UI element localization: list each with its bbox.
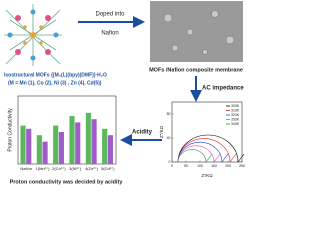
x-tick-label: 2(Co²⁺) <box>52 166 66 171</box>
legend-label: 303K <box>231 104 240 108</box>
bar <box>53 125 59 164</box>
bar <box>58 132 64 164</box>
x-tick-label: 5(Cd²⁺) <box>101 166 115 171</box>
bar <box>36 135 42 164</box>
legend-label: 343K <box>231 122 240 126</box>
bar <box>42 141 48 164</box>
y-axis-label: Proton Conductivity <box>7 108 13 152</box>
x-tick-label: 3(Ni²⁺) <box>69 166 82 171</box>
bar <box>102 128 108 164</box>
bar <box>91 119 97 164</box>
page: {"arrow_dope":{"label":"Doped into","mat… <box>4 1 245 186</box>
x-tick-label: 200 <box>225 164 231 168</box>
nyquist-curve <box>177 138 237 163</box>
bar <box>85 112 91 164</box>
impedance-frame <box>171 101 243 163</box>
bar <box>20 125 26 164</box>
x-tick-label: Nafion <box>20 166 32 171</box>
nyquist-curve <box>177 134 245 163</box>
legend-label: 323K <box>231 113 240 117</box>
y-tick-label: 80 <box>167 112 171 116</box>
y-axis-label: Z''/KΩ <box>159 125 164 138</box>
graphical-abstract: Doped into Nafion MOFs /Nafion composite… <box>4 1 245 185</box>
arrow-label: Acidity <box>132 130 153 136</box>
x-tick-label: 250 <box>239 164 245 168</box>
material-label: Nafion <box>101 31 118 37</box>
caption: Proton conductivity was decided by acidi… <box>10 179 124 185</box>
x-tick-label: 100 <box>197 164 203 168</box>
x-tick-label: 4(Zn²⁺) <box>85 166 99 171</box>
x-tick-label: 1(Mn²⁺) <box>36 166 51 171</box>
bar-chart-frame <box>17 95 117 165</box>
mof-caption: Isostructural MOFs {[M₃(L)(bpy)(DMF)]·H₂… <box>4 72 107 78</box>
x-tick-label: 50 <box>184 164 188 168</box>
sem-image <box>150 1 243 62</box>
bar <box>107 135 113 164</box>
y-tick-label: 0 <box>169 160 171 164</box>
arrow-label: AC impedance <box>202 86 244 92</box>
mof-caption: (M = Mn (1), Co (2), Ni (3) , Zn (4), Cd… <box>8 80 102 86</box>
x-tick-label: 0 <box>171 164 173 168</box>
nyquist-curve <box>177 149 213 163</box>
arrow-label: Doped into <box>95 12 125 18</box>
y-tick-label: 40 <box>167 136 171 140</box>
legend-label: 313K <box>231 108 240 112</box>
mof-structure <box>4 4 62 66</box>
x-tick-label: 150 <box>211 164 217 168</box>
membrane-caption: MOFs /Nafion composite membrane <box>149 67 243 73</box>
bar <box>75 122 81 164</box>
nyquist-curve <box>177 145 221 163</box>
bar <box>26 128 32 164</box>
bar <box>69 116 75 164</box>
x-axis-label: Z'/KΩ <box>201 173 213 178</box>
nyquist-curve <box>177 141 229 163</box>
legend-label: 333K <box>231 117 240 121</box>
